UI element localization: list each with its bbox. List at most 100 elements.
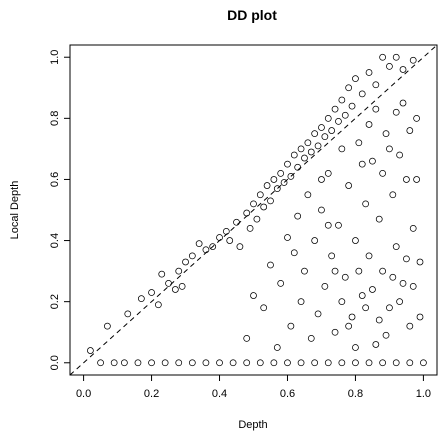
data-point: [386, 63, 393, 70]
data-point: [110, 359, 118, 367]
data-point: [352, 359, 359, 367]
data-point: [358, 292, 366, 299]
data-point: [256, 359, 264, 367]
data-point: [287, 322, 295, 330]
data-point: [406, 359, 414, 367]
data-point: [277, 279, 285, 287]
data-point: [365, 69, 373, 76]
data-point: [243, 359, 251, 367]
data-point: [355, 139, 363, 147]
data-point: [413, 114, 420, 122]
data-point: [416, 313, 424, 321]
data-point: [104, 322, 111, 330]
data-point: [348, 102, 356, 110]
data-point: [243, 334, 251, 342]
data-point: [294, 212, 302, 220]
data-point: [158, 270, 166, 278]
data-point: [256, 191, 264, 199]
data-point: [379, 267, 387, 275]
data-point: [324, 114, 332, 122]
data-point: [338, 298, 346, 306]
plot-frame: [69, 44, 438, 376]
data-point: [270, 359, 278, 367]
data-point: [392, 53, 400, 61]
data-point: [260, 203, 268, 211]
data-point: [253, 215, 261, 223]
data-point: [297, 298, 305, 306]
data-point: [222, 228, 230, 235]
data-point: [399, 99, 407, 107]
data-point: [290, 151, 298, 159]
data-point: [294, 163, 302, 171]
data-point: [352, 344, 359, 351]
data-point: [386, 304, 393, 312]
data-point: [403, 255, 410, 263]
data-point: [304, 139, 312, 147]
data-point: [171, 286, 179, 293]
data-point: [216, 234, 223, 241]
data-point: [233, 218, 240, 226]
data-point: [301, 154, 308, 162]
data-point: [134, 359, 142, 367]
y-axis-label: Local Depth: [9, 181, 21, 240]
data-point: [338, 359, 346, 367]
data-point: [188, 359, 196, 367]
data-point: [324, 169, 332, 177]
data-point: [161, 359, 169, 367]
data-point: [273, 344, 281, 351]
data-point: [365, 359, 373, 367]
data-point: [243, 209, 251, 217]
data-point: [352, 75, 359, 82]
data-point: [392, 108, 400, 116]
data-point: [382, 130, 390, 137]
data-point: [178, 283, 186, 290]
data-point: [365, 121, 373, 128]
y-tick-label: 0.8: [49, 111, 61, 126]
data-point: [413, 176, 420, 183]
y-axis: 0.0 0.2 0.4 0.6 0.8 1.0: [49, 50, 70, 370]
data-point: [399, 279, 407, 287]
data-point: [318, 176, 325, 183]
data-point: [148, 289, 155, 296]
data-point: [386, 145, 393, 153]
data-point: [365, 252, 373, 260]
data-point: [229, 359, 237, 367]
y-tick-label: 0.6: [49, 172, 61, 187]
data-point: [175, 359, 183, 367]
x-axis-label: Depth: [238, 419, 267, 431]
data-point: [409, 283, 417, 290]
data-point: [392, 243, 400, 251]
data-point: [321, 283, 329, 290]
data-point: [267, 261, 274, 269]
data-point: [324, 221, 332, 229]
data-point: [345, 322, 353, 330]
data-point: [328, 127, 336, 134]
data-point: [321, 133, 329, 141]
data-point: [375, 215, 383, 223]
data-point: [331, 105, 339, 113]
data-point: [328, 252, 336, 260]
data-point: [120, 359, 128, 367]
y-tick-label: 1.0: [49, 50, 61, 65]
data-point: [369, 286, 376, 293]
y-tick-label: 0.4: [49, 233, 61, 248]
data-point: [345, 84, 353, 92]
data-point: [188, 252, 196, 260]
data-point: [372, 341, 380, 348]
x-tick-label: 0.8: [348, 388, 363, 400]
data-point: [362, 200, 370, 208]
data-point: [165, 279, 172, 287]
data-point: [267, 197, 274, 205]
data-point: [324, 359, 332, 367]
data-point: [335, 221, 342, 229]
data-point: [379, 169, 387, 177]
x-tick-label: 0.6: [280, 388, 295, 400]
data-point: [389, 191, 397, 199]
data-point: [87, 347, 94, 354]
data-point: [270, 176, 278, 183]
data-point: [209, 243, 217, 251]
data-point: [124, 310, 132, 318]
data-point: [202, 246, 210, 254]
data-point: [318, 124, 325, 131]
